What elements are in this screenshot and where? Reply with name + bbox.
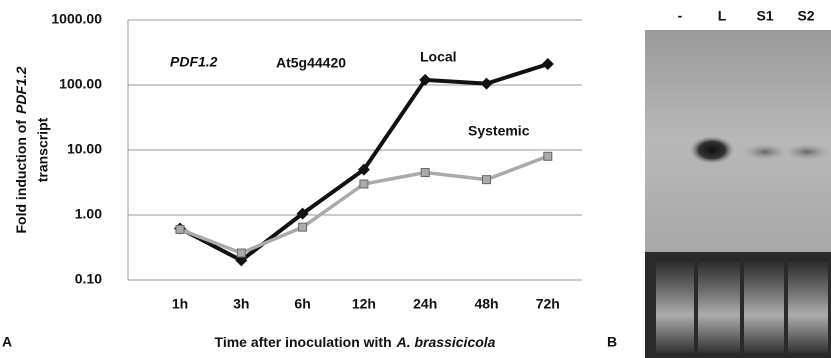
lane-label: S2 [797, 8, 814, 24]
x-tick-label: 12h [352, 296, 376, 312]
y-axis-label: Fold induction of PDF1.2 [13, 66, 29, 233]
point-marker [481, 78, 493, 90]
point-marker [176, 225, 184, 233]
series-line [180, 64, 548, 260]
y-axis-label-part: PDF1.2 [13, 66, 29, 114]
series-label: Systemic [468, 123, 530, 139]
y-tick-label: 1.00 [75, 206, 102, 222]
x-tick-label: 24h [413, 296, 437, 312]
point-marker [483, 176, 491, 184]
x-axis-label-part: A. brassicicola [396, 334, 496, 350]
lane-label: L [718, 8, 727, 24]
x-tick-label: 72h [536, 296, 560, 312]
point-marker [544, 152, 552, 160]
point-marker [421, 169, 429, 177]
y-axis-label: transcript [35, 117, 51, 182]
point-marker [542, 58, 554, 70]
y-tick-label: 10.00 [67, 141, 102, 157]
chart-title: PDF1.2 [170, 54, 218, 70]
lane-label: S1 [756, 8, 773, 24]
point-marker [237, 249, 245, 257]
y-axis-label-part: Fold induction of [13, 120, 29, 234]
lane-label: - [678, 8, 683, 24]
x-tick-label: 1h [172, 296, 188, 312]
y-tick-label: 0.10 [75, 271, 102, 287]
point-marker [360, 180, 368, 188]
panel-label: B [607, 334, 617, 350]
x-tick-label: 48h [474, 296, 498, 312]
blot-image [645, 30, 831, 358]
chart-subtitle: At5g44420 [276, 55, 346, 71]
figure: 0.10 1.00 10.00 100.00 1000.00 1h 3h 6h 12h 24h 48… [0, 0, 831, 358]
x-tick-label: 6h [294, 296, 310, 312]
series-label: Local [420, 49, 457, 65]
y-tick-label: 1000.00 [51, 11, 102, 27]
panel-label: A [2, 334, 12, 350]
x-axis-label-part: Time after inoculation with [215, 334, 392, 350]
y-tick-label: 100.00 [59, 76, 102, 92]
x-tick-label: 3h [233, 296, 249, 312]
point-marker [299, 223, 307, 231]
